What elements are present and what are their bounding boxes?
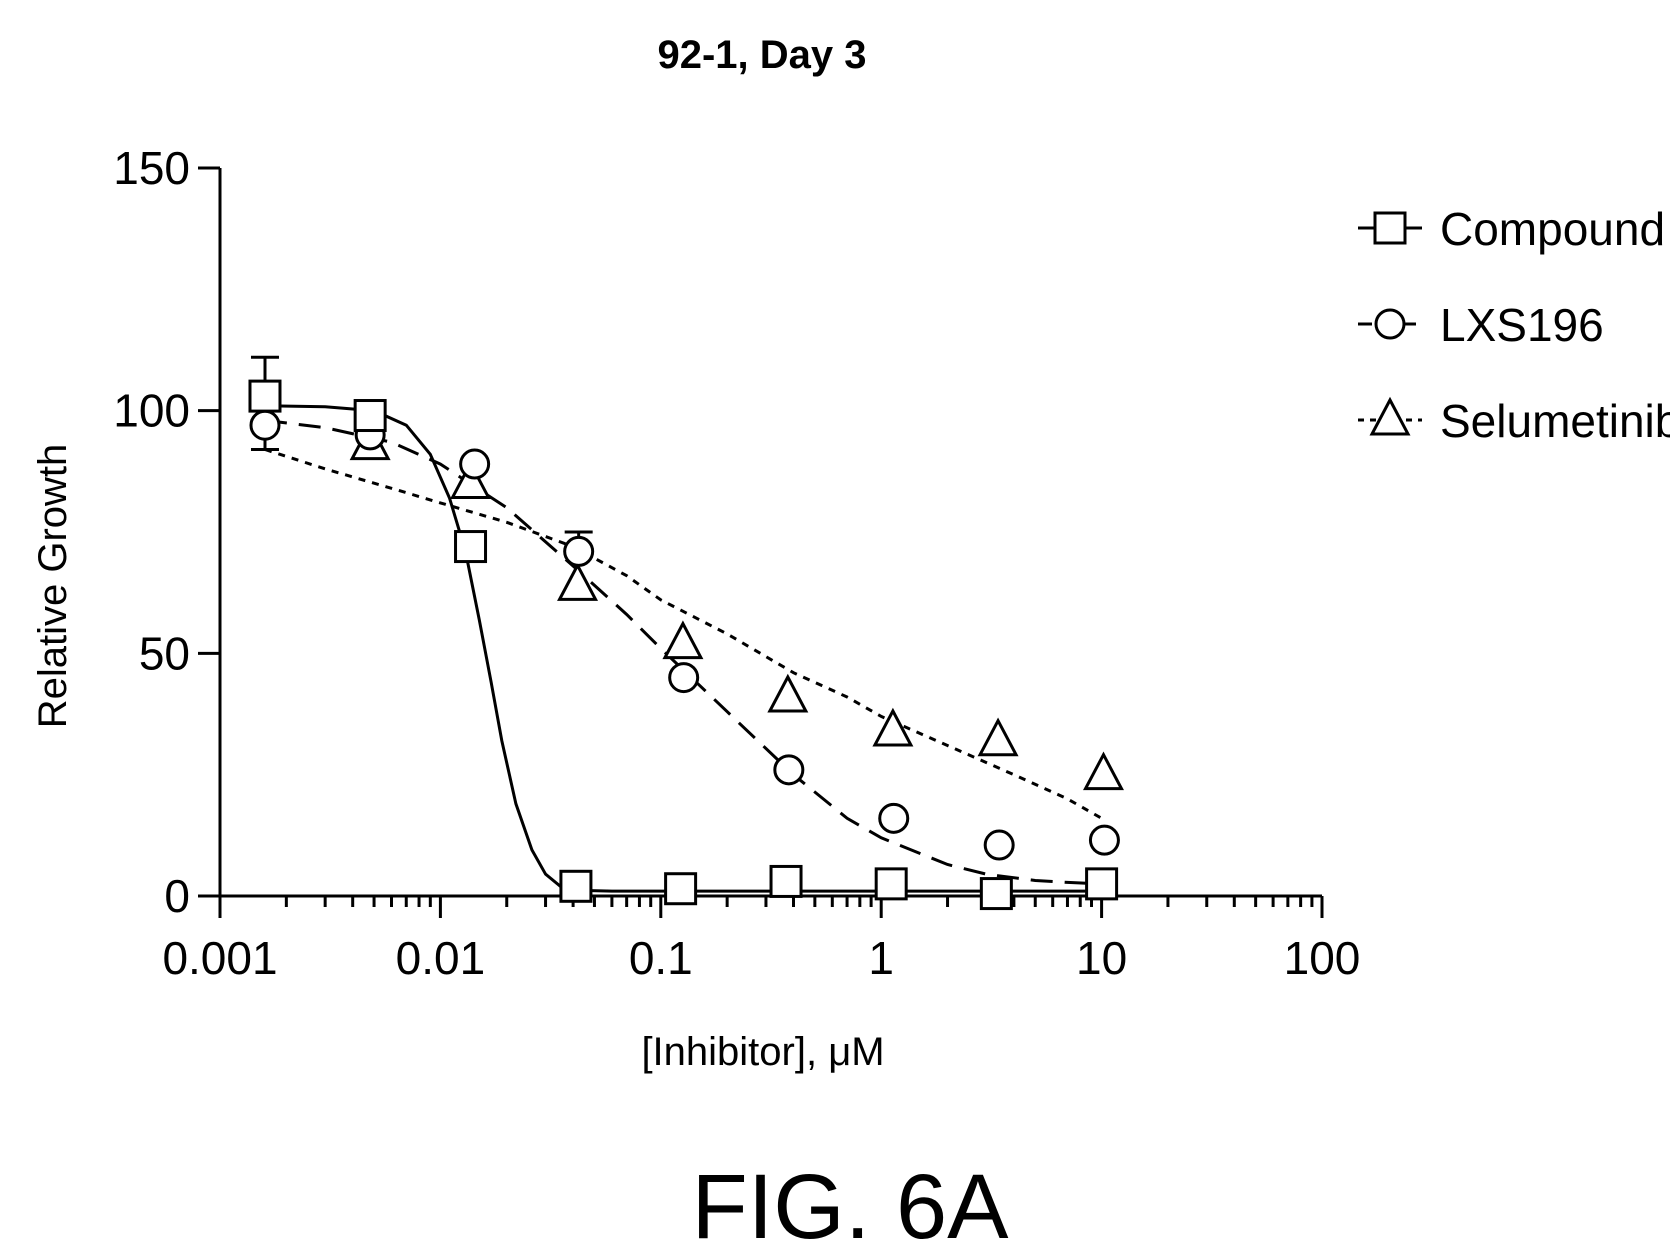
x-axis-label: [Inhibitor], μM [641, 1030, 884, 1074]
legend-entry: Compound B [1358, 203, 1670, 255]
square-marker [1085, 867, 1119, 901]
triangle-marker [872, 707, 914, 747]
legend-circle-marker [1374, 308, 1406, 340]
circle-marker [668, 662, 700, 694]
legend-label: LXS196 [1440, 299, 1604, 351]
data-markers [248, 355, 1124, 911]
x-tick-label: 0.001 [162, 932, 277, 984]
y-axis-label: Relative Growth [31, 444, 75, 729]
legend-square-marker [1373, 211, 1407, 245]
square-marker [353, 399, 387, 433]
square-marker [559, 869, 593, 903]
square-marker [664, 872, 698, 906]
y-tick-label: 100 [113, 385, 190, 437]
figure-caption: FIG. 6A [692, 1156, 1010, 1257]
triangle-marker [662, 620, 704, 660]
legend-entry: Selumetinib [1358, 395, 1670, 447]
legend-entry: LXS196 [1358, 299, 1604, 351]
circle-marker [983, 829, 1015, 861]
x-tick-label: 0.01 [396, 932, 486, 984]
square-marker [769, 864, 803, 898]
triangle-marker [1083, 751, 1124, 791]
square-marker [454, 530, 488, 564]
triangle-marker [557, 562, 599, 601]
y-tick-label: 150 [113, 142, 190, 194]
square-marker [248, 379, 282, 413]
legend-label: Selumetinib [1440, 395, 1670, 447]
chart-title: 92-1, Day 3 [657, 33, 866, 77]
circle-marker [459, 448, 491, 480]
triangle-marker [450, 460, 492, 499]
triangle-marker [977, 717, 1019, 757]
x-tick-label: 0.1 [629, 932, 693, 984]
circle-marker [773, 754, 805, 786]
circle-marker [563, 535, 595, 567]
legend-triangle-marker [1369, 396, 1411, 436]
legend: Compound B LXS196 Selumetinib [1358, 203, 1670, 447]
circle-marker [1088, 824, 1120, 856]
triangle-marker [767, 673, 809, 713]
fit-curve-lxs196 [264, 418, 1092, 885]
fit-curves [264, 404, 1103, 893]
circle-marker [878, 802, 910, 834]
square-marker [874, 867, 908, 901]
x-tick-label: 1 [868, 932, 894, 984]
y-tick-label: 0 [164, 870, 190, 922]
x-tick-label: 100 [1284, 932, 1361, 984]
y-tick-label: 50 [139, 627, 190, 679]
x-tick-label: 10 [1076, 932, 1127, 984]
legend-label: Compound B [1440, 203, 1670, 255]
fit-curve-selumetinib [264, 448, 1103, 820]
axes: 0 50 100 150 0.001 0.01 0.1 1 10 100 [113, 142, 1360, 984]
square-marker [979, 877, 1013, 911]
fit-curve-compound-b [264, 404, 1102, 893]
circle-marker [249, 409, 281, 441]
